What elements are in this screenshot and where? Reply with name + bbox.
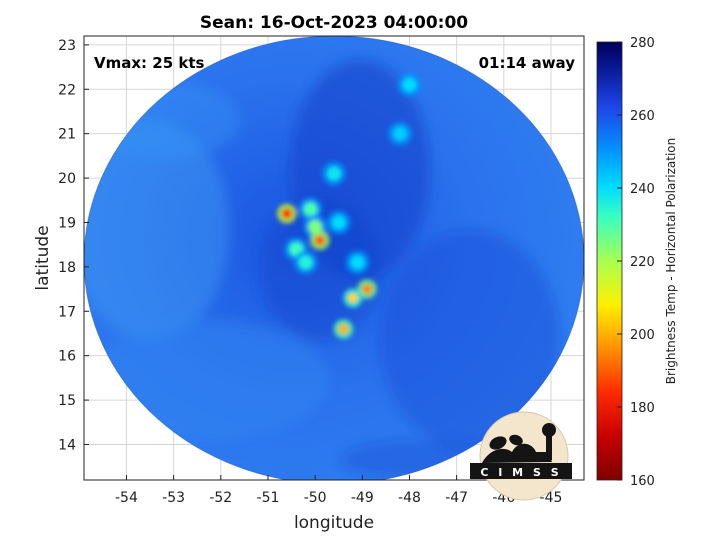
y-axis: 14 15 16 17 18 19 20 21 22 23 (58, 38, 89, 453)
chart-title: Sean: 16-Oct-2023 04:00:00 (200, 13, 468, 33)
colorbar-ticks: 160 180 200 220 240 260 280 (617, 36, 655, 489)
y-tick-label: 16 (58, 349, 76, 365)
cold-spot (362, 284, 373, 295)
cold-spot (393, 126, 408, 141)
colorbar-tick-label: 160 (630, 474, 655, 489)
x-tick-label: -48 (398, 490, 421, 506)
y-tick-label: 14 (58, 437, 76, 453)
x-tick-label: -52 (209, 490, 232, 506)
cold-spot (331, 215, 346, 230)
cold-spot (327, 166, 341, 181)
y-tick-label: 15 (58, 393, 76, 409)
time-away-annotation: 01:14 away (479, 54, 576, 72)
x-tick-label: -47 (445, 490, 468, 506)
x-tick-label: -49 (351, 490, 374, 506)
cold-spot (314, 235, 325, 246)
colorbar-label: Brightness Temp - Horizontal Polarizatio… (664, 138, 678, 385)
x-tick-label: -51 (257, 490, 280, 506)
y-tick-label: 20 (58, 171, 76, 187)
cold-spot (347, 292, 358, 303)
y-tick-label: 17 (58, 304, 76, 320)
y-tick-label: 18 (58, 260, 76, 276)
y-tick-label: 19 (58, 215, 76, 231)
cold-spot (298, 255, 313, 270)
cimss-logo: C I M S S (470, 411, 572, 501)
x-tick-label: -50 (304, 490, 327, 506)
colorbar-tick-label: 180 (630, 401, 655, 416)
cold-spots (276, 72, 422, 340)
axes-frame (83, 35, 585, 481)
cold-spot (402, 77, 417, 92)
x-axis-label: longitude (294, 513, 374, 533)
cold-spot (338, 324, 349, 335)
x-tick-label: -53 (162, 490, 185, 506)
cold-spot (303, 202, 318, 217)
colorbar-tick-label: 240 (630, 182, 655, 197)
y-tick-label: 23 (58, 38, 76, 54)
colorbar-tick-label: 200 (630, 328, 655, 343)
cimss-logo-text: C I M S S (480, 466, 561, 479)
x-tick-label: -54 (115, 490, 138, 506)
y-tick-label: 21 (58, 127, 76, 143)
x-axis: -54 -53 -52 -51 -50 -49 -48 -47 -46 -45 (115, 475, 562, 506)
y-tick-label: 22 (58, 82, 76, 98)
colorbar-tick-label: 260 (630, 109, 655, 124)
swath (84, 36, 584, 480)
colorbar-tick-label: 280 (630, 36, 655, 51)
y-axis-label: latitude (33, 225, 53, 290)
colorbar: 160 180 200 220 240 260 280 Brightness Temp - … (596, 36, 678, 489)
colorbar-tick-label: 220 (630, 255, 655, 270)
cold-spot (281, 208, 292, 219)
cold-spot (350, 255, 365, 270)
vmax-annotation: Vmax: 25 kts (94, 54, 204, 72)
